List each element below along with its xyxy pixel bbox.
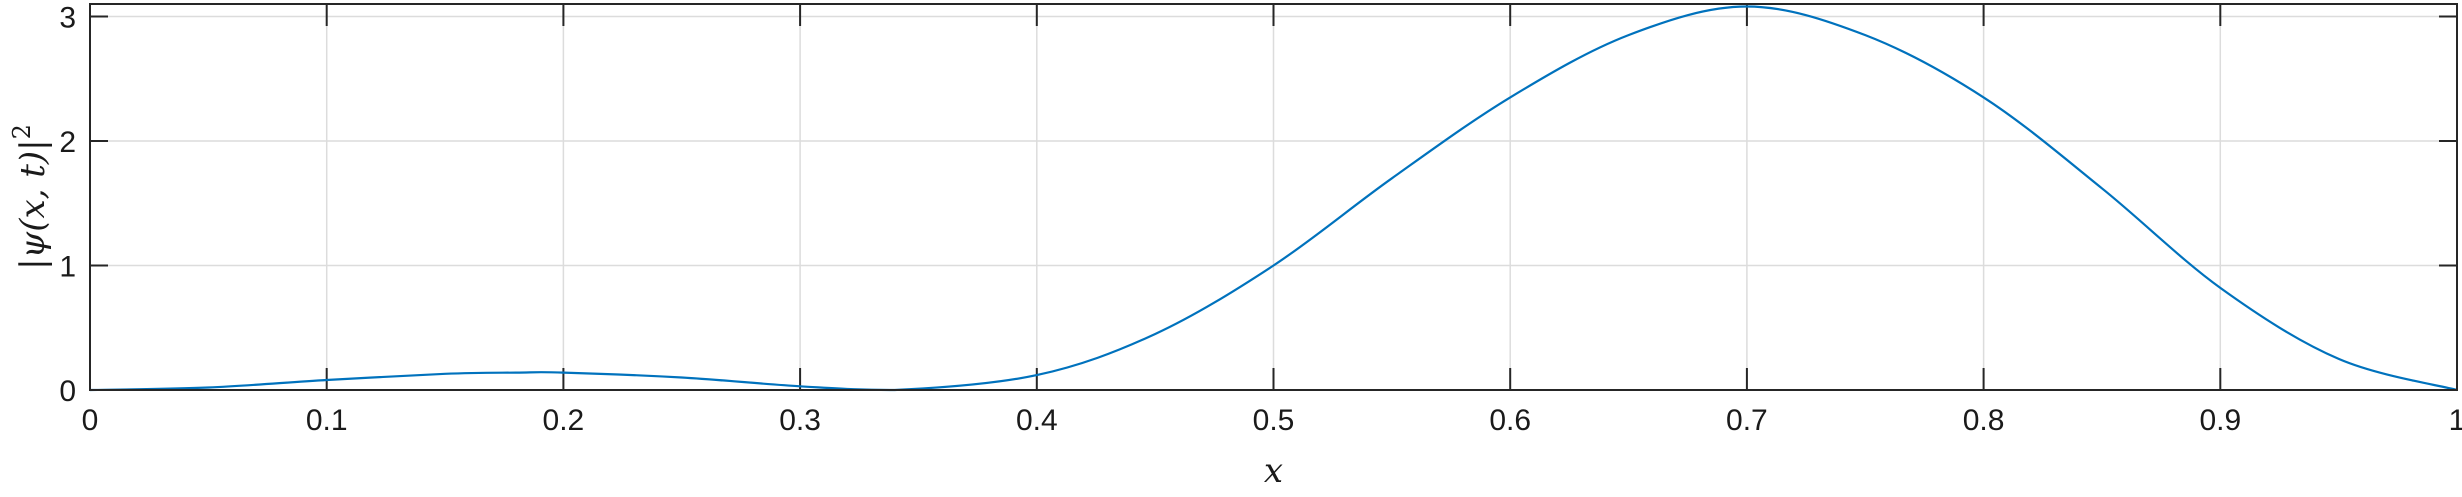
x-tick-label: 0.2 bbox=[543, 404, 585, 437]
series-layer bbox=[89, 5, 2458, 392]
y-axis-label-main: |ψ(x, t)| bbox=[13, 139, 53, 270]
tick-labels: 0 0.1 0.2 0.3 0.4 0.5 0.6 0.7 0.8 0.9 1 0 1 2 3 bbox=[59, 1, 2462, 437]
x-tick-label: 0 bbox=[82, 404, 99, 437]
x-axis-label: x bbox=[1264, 451, 1283, 491]
x-tick-label: 1 bbox=[2449, 404, 2462, 437]
grid bbox=[89, 4, 2458, 391]
plot-frame bbox=[89, 3, 2458, 391]
y-tick-label: 1 bbox=[59, 250, 76, 283]
x-tick-label: 0.6 bbox=[1489, 404, 1531, 437]
x-tick-label: 0.8 bbox=[1963, 404, 2005, 437]
x-tick-label: 0.7 bbox=[1726, 404, 1768, 437]
x-tick-label: 0.9 bbox=[2199, 404, 2241, 437]
y-axis-label-superscript: 2 bbox=[8, 124, 36, 139]
y-tick-label: 0 bbox=[59, 375, 76, 408]
x-tick-label: 0.3 bbox=[779, 404, 821, 437]
series-line bbox=[89, 5, 2458, 392]
y-axis-label: |ψ(x, t)|2 bbox=[8, 124, 53, 270]
x-tick-label: 0.5 bbox=[1253, 404, 1295, 437]
x-tick-label: 0.4 bbox=[1016, 404, 1058, 437]
x-tick-label: 0.1 bbox=[306, 404, 348, 437]
y-tick-label: 3 bbox=[59, 1, 76, 34]
y-tick-label: 2 bbox=[59, 126, 76, 159]
